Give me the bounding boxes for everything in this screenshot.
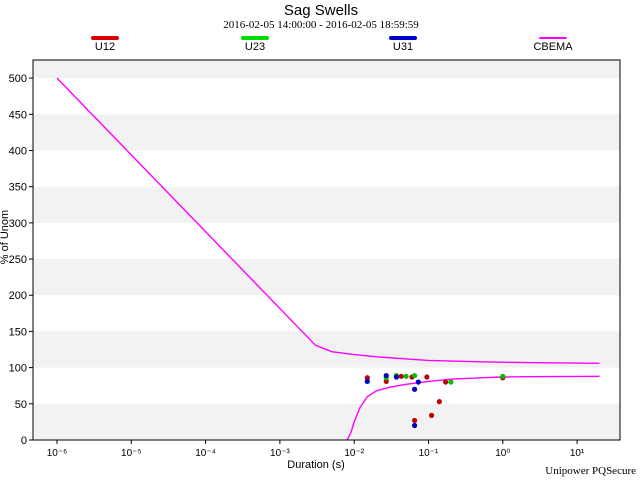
footer-brand: Unipower PQSecure [545, 465, 636, 477]
data-point-u31 [393, 374, 400, 380]
legend-item-u12: U12 [60, 36, 150, 53]
data-point-u12 [424, 374, 430, 380]
data-point-u31 [415, 379, 421, 385]
data-point-u23 [403, 373, 409, 379]
y-axis-label: % of Unom [0, 210, 11, 264]
data-point-u23 [411, 372, 418, 379]
chart-title: Sag Swells [283, 2, 359, 19]
x-tick-label: 10⁻⁵ [121, 448, 142, 459]
y-tick-label: 250 [9, 254, 27, 266]
data-point-u31 [383, 372, 389, 379]
legend-label-u23: U23 [244, 41, 266, 53]
y-tick-label: 350 [9, 182, 27, 194]
y-tick-label: 100 [9, 363, 27, 375]
legend-swatch-u31 [389, 36, 417, 40]
x-tick-label: 10¹ [570, 448, 585, 459]
chart-subtitle: 2016-02-05 14:00:00 - 2016-02-05 18:59:5… [223, 19, 419, 31]
data-point-u12 [364, 375, 370, 381]
y-tick-label: 500 [9, 73, 27, 85]
x-tick-label: 10⁻⁶ [47, 448, 68, 459]
x-axis: 10⁻⁶ 10⁻⁵ 10⁻⁴ 10⁻³ 10⁻² 10⁻¹ 10⁰ 10¹ [47, 440, 585, 459]
cbema-curve-upper [56, 77, 600, 364]
y-tick-label: 300 [9, 218, 27, 230]
legend-swatch-u12 [91, 36, 119, 40]
grid-band [33, 259, 620, 296]
grid-band [33, 403, 620, 440]
y-tick-label: 150 [9, 326, 27, 338]
data-point-u12 [436, 399, 442, 405]
plot-frame [32, 59, 621, 441]
data-point-u12 [383, 378, 389, 384]
x-tick-label: 10⁻¹ [419, 448, 439, 459]
data-point-u31 [411, 386, 418, 392]
grid-band [33, 186, 620, 223]
data-points [364, 372, 506, 429]
data-point-u23 [448, 379, 454, 385]
legend-item-u23: U23 [210, 36, 300, 53]
data-point-u31 [364, 378, 370, 384]
grid-band [33, 60, 620, 79]
x-axis-label: Duration (s) [287, 459, 344, 471]
data-point-u12 [443, 379, 449, 385]
data-point-u12 [428, 412, 435, 418]
legend-swatch-cbema [539, 37, 567, 39]
x-tick-label: 10⁻³ [270, 448, 290, 459]
grid-bands [33, 60, 620, 440]
x-tick-label: 10⁰ [495, 448, 510, 459]
cbema-curve-lower [346, 375, 600, 441]
cbema-curves [56, 77, 600, 441]
y-tick-label: 400 [9, 145, 27, 157]
grid-band [33, 114, 620, 151]
legend-swatch-u23 [241, 36, 269, 40]
x-tick-label: 10⁻⁴ [195, 448, 216, 459]
x-tick-label: 10⁻² [344, 448, 364, 459]
data-point-u23 [500, 373, 506, 379]
legend-item-u31: U31 [358, 36, 448, 53]
data-point-u12 [398, 373, 404, 379]
legend-item-cbema: CBEMA [508, 36, 598, 53]
legend-label-cbema: CBEMA [533, 41, 573, 53]
y-tick-label: 200 [9, 290, 27, 302]
y-tick-label: 0 [21, 435, 27, 447]
y-tick-label: 450 [9, 109, 27, 121]
y-axis: 0 50 100 150 200 250 300 350 400 450 500 [9, 73, 33, 447]
data-point-u12 [411, 417, 418, 424]
legend-label-u12: U12 [94, 41, 116, 53]
legend-label-u31: U31 [392, 41, 414, 53]
y-tick-label: 50 [15, 399, 27, 411]
data-point-u31 [411, 422, 418, 429]
